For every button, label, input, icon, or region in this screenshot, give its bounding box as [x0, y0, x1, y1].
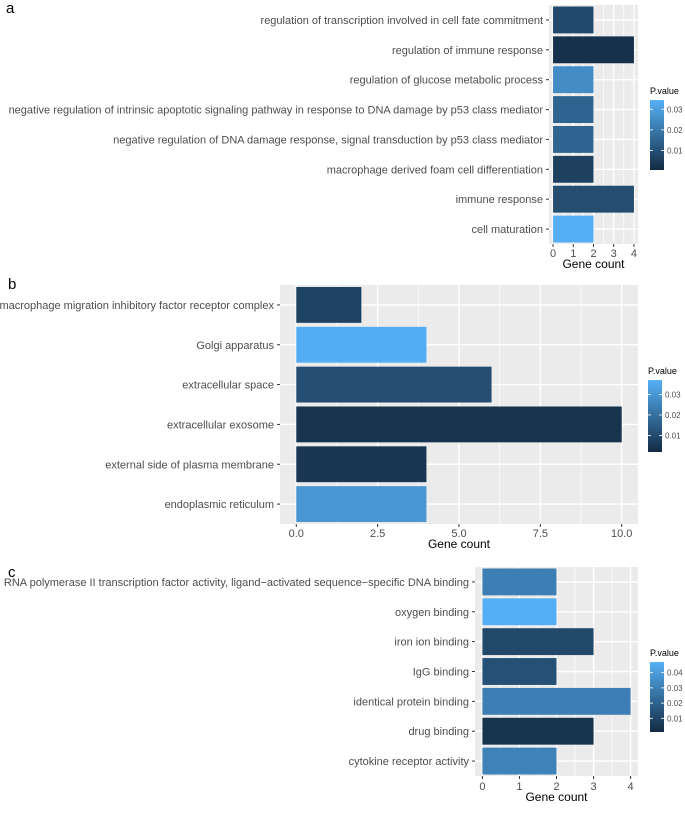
panel-label-c: c [8, 564, 16, 581]
legend-tick-label: 0.02 [667, 126, 683, 135]
bar [553, 215, 594, 243]
bar [553, 96, 594, 124]
category-label: regulation of transcription involved in … [261, 15, 543, 27]
category-label: regulation of immune response [392, 45, 543, 57]
category-label: negative regulation of intrinsic apoptot… [9, 105, 544, 117]
x-tick-label: 3 [611, 248, 617, 260]
bar [482, 568, 557, 596]
x-tick-label: 1 [516, 781, 522, 793]
category-label: external side of plasma membrane [105, 459, 274, 471]
panel-c: RNA polymerase II transcription factor a… [4, 567, 683, 804]
category-label: iron ion binding [394, 637, 469, 649]
category-label: cytokine receptor activity [349, 756, 470, 768]
x-tick-label: 2 [553, 781, 559, 793]
x-tick-label: 1 [570, 248, 576, 260]
bar [296, 486, 427, 523]
bar [553, 6, 594, 34]
bar [482, 717, 594, 745]
legend-title: P.value [650, 86, 679, 96]
legend-tick-label: 0.03 [667, 684, 683, 693]
x-tick-label: 3 [590, 781, 596, 793]
x-tick-label: 0.0 [289, 528, 304, 540]
panel-label-b: b [8, 276, 16, 293]
x-tick-label: 7.5 [533, 528, 548, 540]
bar [553, 66, 594, 94]
panel-b: macrophage migration inhibitory factor r… [0, 285, 681, 551]
legend-tick-label: 0.01 [667, 714, 683, 723]
legend-tick-label: 0.01 [665, 432, 681, 441]
bar [296, 366, 492, 403]
legend-title: P.value [648, 366, 677, 376]
bar [553, 36, 634, 64]
category-label: identical protein binding [353, 696, 469, 708]
legend-tick-label: 0.01 [667, 146, 683, 155]
x-tick-label: 2 [590, 248, 596, 260]
legend-tick-label: 0.04 [667, 669, 683, 678]
x-axis-title: Gene count [525, 790, 588, 804]
bar [482, 598, 557, 626]
category-label: extracellular exosome [167, 419, 274, 431]
category-label: RNA polymerase II transcription factor a… [4, 577, 469, 589]
x-tick-label: 10.0 [611, 528, 632, 540]
bar [482, 658, 557, 685]
category-label: Golgi apparatus [196, 340, 274, 352]
x-axis-title: Gene count [428, 537, 491, 551]
bar [296, 406, 622, 443]
category-label: oxygen binding [395, 607, 469, 619]
legend-colorbar [650, 100, 664, 170]
category-label: macrophage derived foam cell differentia… [327, 164, 543, 176]
x-tick-label: 4 [631, 248, 637, 260]
x-tick-label: 0 [550, 248, 556, 260]
x-tick-label: 0 [479, 781, 485, 793]
x-tick-label: 5.0 [451, 528, 466, 540]
bar [553, 185, 634, 213]
bar [296, 286, 362, 323]
panel-label-a: a [6, 0, 15, 17]
bar [482, 687, 631, 715]
legend-tick-label: 0.02 [667, 699, 683, 708]
category-label: cell maturation [471, 224, 543, 236]
bar [482, 747, 557, 775]
category-label: IgG binding [413, 667, 469, 679]
bar [296, 446, 427, 483]
bar [553, 125, 594, 153]
panel-a: regulation of transcription involved in … [9, 5, 683, 271]
category-label: immune response [456, 194, 543, 206]
category-label: extracellular space [182, 380, 274, 392]
x-tick-label: 2.5 [370, 528, 385, 540]
x-axis-title: Gene count [562, 257, 625, 271]
legend-colorbar [648, 380, 662, 452]
category-label: negative regulation of DNA damage respon… [113, 134, 543, 146]
legend-tick-label: 0.03 [667, 105, 683, 114]
legend-colorbar [650, 662, 664, 732]
legend-tick-label: 0.03 [665, 390, 681, 399]
category-label: macrophage migration inhibitory factor r… [0, 300, 274, 312]
legend-tick-label: 0.02 [665, 411, 681, 420]
bar [296, 326, 427, 363]
bar [553, 155, 594, 183]
legend-title: P.value [650, 648, 679, 658]
bar [482, 628, 594, 656]
x-tick-label: 4 [628, 781, 634, 793]
category-label: drug binding [408, 726, 469, 738]
category-label: regulation of glucose metabolic process [350, 75, 544, 87]
category-label: endoplasmic reticulum [165, 499, 274, 511]
